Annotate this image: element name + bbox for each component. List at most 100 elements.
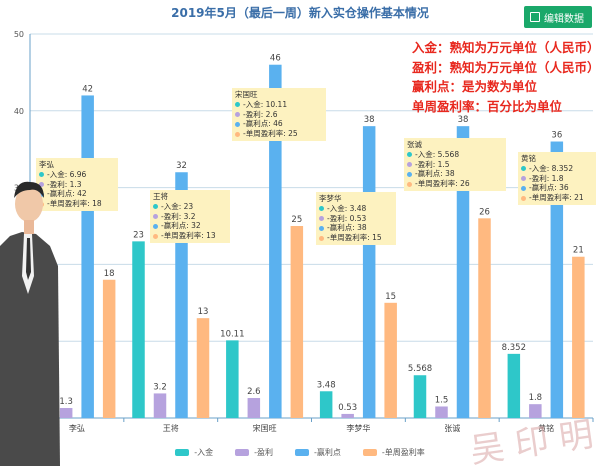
bar <box>413 375 427 418</box>
edit-icon <box>530 12 540 22</box>
bar <box>102 279 116 418</box>
bar-value-label: 36 <box>551 131 562 141</box>
y-tick-label: 50 <box>14 30 24 39</box>
bar <box>290 226 304 418</box>
tooltip-row: -单周盈利率: 15 <box>319 233 393 243</box>
edit-data-label: 编辑数据 <box>544 13 584 25</box>
bar-value-label: 1.8 <box>529 393 543 403</box>
tooltip-row: -入金: 8.352 <box>521 164 593 174</box>
series-dot-icon <box>153 223 158 229</box>
bar <box>384 302 397 418</box>
bar <box>529 404 542 418</box>
tooltip-row-text: -单周盈利率: 18 <box>47 199 102 209</box>
tooltip-row-text: -赢利点: 42 <box>47 189 87 199</box>
x-tick-label: 张诚 <box>444 423 460 433</box>
legend-swatch <box>235 449 250 456</box>
tooltip-row: -赢利点: 36 <box>521 183 593 193</box>
note-deposit: 入金：熟知为万元单位（人民币） <box>412 40 600 55</box>
series-dot-icon <box>521 166 526 172</box>
tooltip-row: -单周盈利率: 25 <box>235 129 323 139</box>
note-weekly-rate: 单周盈利率：百分比为单位 <box>412 98 563 114</box>
tooltip-row-text: -盈利: 2.6 <box>243 109 278 119</box>
tooltip: 黄铭 -入金: 8.352 -盈利: 1.8 -赢利点: 36 -单周盈利率: 21 <box>518 152 596 205</box>
tooltip-row: -赢利点: 46 <box>235 119 323 129</box>
tooltip-title: 宋国旺 <box>235 90 258 99</box>
series-dot-icon <box>153 213 158 219</box>
bar <box>362 126 376 418</box>
tooltip: 王将 -入金: 23 -盈利: 3.2 -赢利点: 32 -单周盈利率: 13 <box>150 190 230 243</box>
legend-item[interactable]: -赢利点 <box>295 447 341 458</box>
tooltip-title: 张诚 <box>407 140 422 149</box>
tooltip-row: -盈利: 0.53 <box>319 214 393 224</box>
tooltip-row-text: -赢利点: 46 <box>243 119 283 129</box>
bar <box>226 340 239 418</box>
edit-data-button[interactable]: 编辑数据 <box>524 6 592 28</box>
unit-notes: 入金：熟知为万元单位（人民币） 盈利：熟知为万元单位（人民币） 赢利点：是为数为… <box>412 38 600 116</box>
legend-item[interactable]: -入金 <box>175 447 213 458</box>
tooltip: 李梦华 -入金: 3.48 -盈利: 0.53 -赢利点: 38 -单周盈利率: 15 <box>316 192 396 245</box>
x-tick-label: 李弘 <box>69 423 85 433</box>
tooltip-row: -入金: 23 <box>153 202 227 212</box>
bar-value-label: 2.6 <box>247 387 261 397</box>
bar <box>341 413 354 418</box>
series-dot-icon <box>153 233 158 239</box>
legend-swatch <box>295 449 309 456</box>
series-dot-icon <box>319 235 324 241</box>
series-dot-icon <box>521 185 526 191</box>
tooltip-row-text: -入金: 8.352 <box>529 163 574 173</box>
bar-value-label: 13 <box>198 307 209 317</box>
legend-item[interactable]: -单周盈利率 <box>362 447 425 458</box>
tooltip-title: 李梦华 <box>319 194 342 203</box>
bar <box>319 391 333 418</box>
series-dot-icon <box>319 206 324 212</box>
bar <box>269 64 282 418</box>
bar-value-label: 23 <box>133 230 144 240</box>
series-dot-icon <box>319 225 324 231</box>
tooltip-row-text: -入金: 5.568 <box>415 149 460 159</box>
bar <box>507 353 521 418</box>
tooltip-row: -入金: 10.11 <box>235 100 323 110</box>
series-dot-icon <box>235 121 240 127</box>
series-dot-icon <box>407 171 412 177</box>
person-photo <box>0 181 60 466</box>
tooltip-row-text: -赢利点: 38 <box>415 169 455 179</box>
y-tick-label: 40 <box>14 107 24 116</box>
bar-value-label: 3.48 <box>317 380 336 390</box>
tooltip-row: -入金: 6.96 <box>39 170 115 180</box>
bar-value-label: 38 <box>364 115 375 125</box>
tooltip-row-text: -盈利: 1.5 <box>415 159 450 169</box>
series-dot-icon <box>39 172 44 178</box>
tooltip-row-text: -单周盈利率: 13 <box>161 231 216 241</box>
tooltip-row-text: -入金: 10.11 <box>243 99 288 109</box>
tooltip-row: -盈利: 1.8 <box>521 174 593 184</box>
note-profit: 盈利：熟知为万元单位（人民币） <box>412 59 600 75</box>
x-tick-label: 宋国旺 <box>253 423 277 433</box>
tooltip-row-text: -单周盈利率: 26 <box>415 179 470 189</box>
x-tick-label: 黄铭 <box>538 423 554 433</box>
tooltip-row: -盈利: 1.5 <box>407 160 503 170</box>
bar <box>456 126 470 418</box>
x-tick-label: 王将 <box>163 423 179 433</box>
bar-value-label: 10.11 <box>220 329 244 339</box>
series-dot-icon <box>521 195 526 201</box>
tooltip-title: 李弘 <box>39 160 54 169</box>
series-dot-icon <box>407 161 412 167</box>
tooltip-row: -赢利点: 38 <box>407 169 503 179</box>
bar <box>59 408 73 418</box>
tooltip-row: -入金: 3.48 <box>319 204 393 214</box>
chart-legend: -入金 -盈利 -赢利点 -单周盈利率 <box>0 447 600 458</box>
bar <box>435 406 448 418</box>
tooltip-row-text: -赢利点: 38 <box>327 223 367 233</box>
bar-value-label: 32 <box>176 161 187 171</box>
tooltip-row: -单周盈利率: 26 <box>407 179 503 189</box>
bar-value-label: 25 <box>291 215 302 225</box>
bar-value-label: 21 <box>573 246 584 256</box>
tooltip-row-text: -盈利: 1.3 <box>47 179 82 189</box>
legend-item[interactable]: -盈利 <box>235 447 273 458</box>
legend-label: -赢利点 <box>314 448 341 457</box>
x-tick-label: 李梦华 <box>346 423 370 433</box>
series-dot-icon <box>319 215 324 221</box>
tooltip-row-text: -赢利点: 36 <box>529 183 569 193</box>
bar <box>572 256 585 418</box>
